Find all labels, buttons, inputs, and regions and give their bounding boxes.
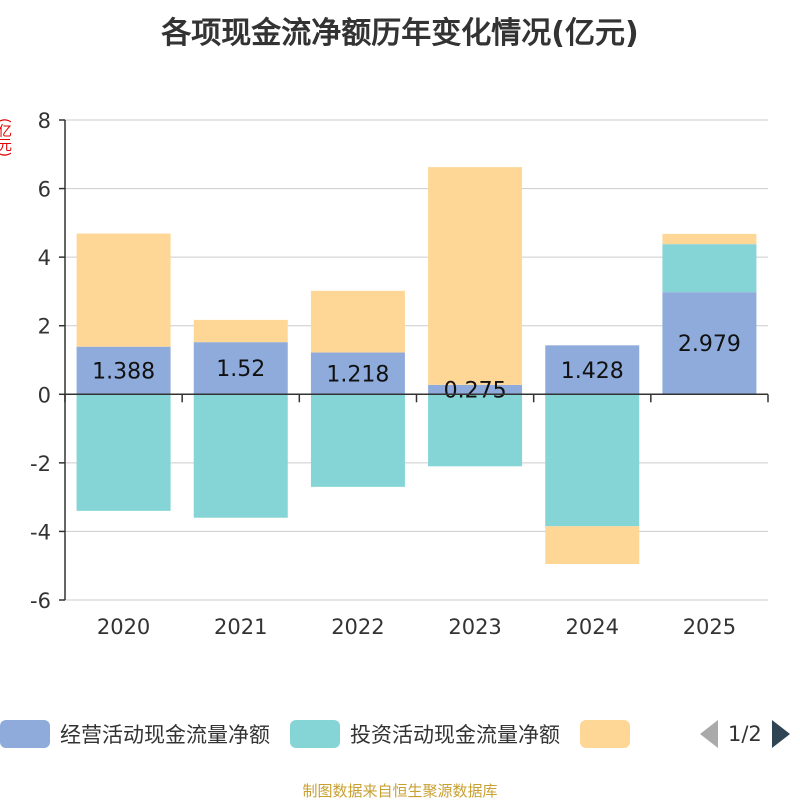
bar-series-1-2021 bbox=[193, 394, 288, 518]
y-tick-label: -6 bbox=[30, 589, 51, 613]
bar-series-1-2024 bbox=[545, 394, 640, 527]
data-label: 0.275 bbox=[444, 379, 507, 404]
bar-series-1-2022 bbox=[310, 394, 405, 487]
y-axis-label: (亿元) bbox=[0, 118, 12, 157]
bar-series-2-2023 bbox=[428, 167, 523, 385]
y-tick-label: -2 bbox=[30, 452, 51, 476]
bar-series-2-2022 bbox=[310, 290, 405, 353]
legend-item-investing[interactable]: 投资活动现金流量净额 bbox=[290, 719, 560, 749]
y-tick-label: 0 bbox=[38, 383, 51, 407]
bar-series-1-2025 bbox=[662, 244, 757, 293]
x-tick-label: 2024 bbox=[566, 615, 619, 639]
x-tick-label: 2022 bbox=[331, 615, 384, 639]
x-tick-label: 2021 bbox=[214, 615, 267, 639]
y-tick-label: 4 bbox=[38, 246, 51, 270]
bar-series-2-2020 bbox=[76, 233, 171, 347]
legend-label-operating: 经营活动现金流量净额 bbox=[60, 723, 270, 747]
bar-series-1-2020 bbox=[76, 394, 171, 511]
bar-series-0-2022 bbox=[310, 352, 405, 395]
bar-series-0-2020 bbox=[76, 346, 171, 395]
bar-series-0-2021 bbox=[193, 342, 288, 395]
y-tick-label: 2 bbox=[38, 315, 51, 339]
y-tick-label: 6 bbox=[38, 178, 51, 202]
legend: 经营活动现金流量净额 投资活动现金流量净额 bbox=[0, 716, 660, 752]
data-label: 1.52 bbox=[216, 357, 265, 382]
y-tick-label: 8 bbox=[38, 109, 51, 133]
data-label: 2.979 bbox=[678, 332, 741, 357]
legend-page-indicator: 1/2 bbox=[728, 722, 762, 746]
legend-item-financing[interactable] bbox=[580, 720, 640, 748]
data-label: 1.388 bbox=[92, 359, 155, 384]
legend-next-icon[interactable] bbox=[771, 720, 790, 748]
legend-pager: 1/2 bbox=[700, 716, 790, 752]
x-tick-label: 2025 bbox=[683, 615, 736, 639]
legend-prev-icon[interactable] bbox=[700, 720, 718, 748]
x-tick-label: 2020 bbox=[97, 615, 150, 639]
bar-series-2-2021 bbox=[193, 319, 288, 343]
legend-swatch-investing bbox=[290, 720, 340, 748]
y-tick-label: -4 bbox=[30, 520, 51, 544]
data-label: 1.428 bbox=[561, 359, 624, 384]
bar-series-0-2024 bbox=[545, 345, 640, 395]
legend-item-operating[interactable]: 经营活动现金流量净额 bbox=[0, 719, 270, 749]
bar-series-2-2025 bbox=[662, 233, 757, 245]
data-label: 1.218 bbox=[326, 362, 389, 387]
data-source-note: 制图数据来自恒生聚源数据库 bbox=[302, 782, 498, 800]
legend-swatch-operating bbox=[0, 720, 50, 748]
bar-series-0-2025 bbox=[662, 292, 757, 395]
bar-series-2-2024 bbox=[545, 526, 640, 564]
bar-series-0-2023 bbox=[428, 384, 523, 395]
bar-series-1-2023 bbox=[428, 394, 523, 467]
legend-swatch-financing bbox=[580, 720, 630, 748]
x-tick-label: 2023 bbox=[448, 615, 501, 639]
legend-label-investing: 投资活动现金流量净额 bbox=[350, 723, 560, 747]
chart-title: 各项现金流净额历年变化情况(亿元) bbox=[161, 16, 639, 51]
